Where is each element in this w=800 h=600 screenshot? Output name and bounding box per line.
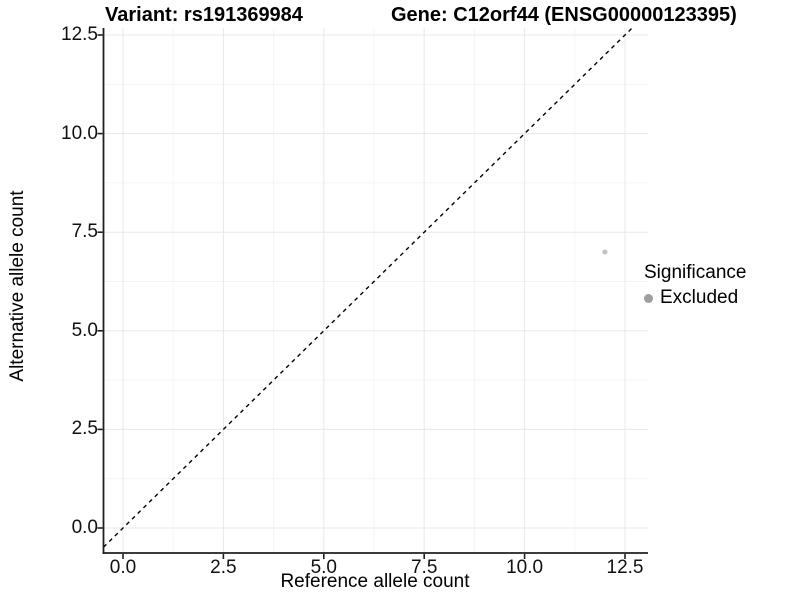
y-tick-label: 7.5 [71, 221, 98, 243]
data-point [602, 249, 608, 255]
legend-title: Significance [644, 262, 747, 283]
legend: Significance Excluded [644, 262, 746, 309]
legend-key-dot-icon [644, 293, 653, 303]
identity-dashed-line [103, 27, 633, 548]
x-tick-label: 0.0 [109, 557, 137, 578]
y-axis-label: Alternative allele count [7, 190, 28, 382]
x-tick-label: 12.5 [606, 557, 644, 578]
x-tick-label: 2.5 [210, 557, 237, 578]
y-tick-label: 2.5 [71, 418, 98, 440]
plot-title-variant: Variant: rs191369984 [105, 4, 303, 26]
y-tick-label: 5.0 [71, 319, 98, 341]
y-tick-label: 0.0 [71, 517, 98, 538]
x-tick-label: 5.0 [310, 557, 338, 578]
legend-item: Excluded [644, 287, 746, 309]
y-tick-label: 10.0 [61, 122, 98, 144]
plot-title-gene: Gene: C12orf44 (ENSG00000123395) [391, 4, 737, 26]
x-tick-label: 7.5 [410, 557, 438, 578]
legend-items: Excluded [644, 287, 746, 309]
x-axis-label: Reference allele count [280, 571, 470, 592]
y-tick-label: 12.5 [61, 24, 98, 45]
x-tick-label: 10.0 [506, 557, 544, 578]
legend-item-label: Excluded [660, 287, 739, 308]
